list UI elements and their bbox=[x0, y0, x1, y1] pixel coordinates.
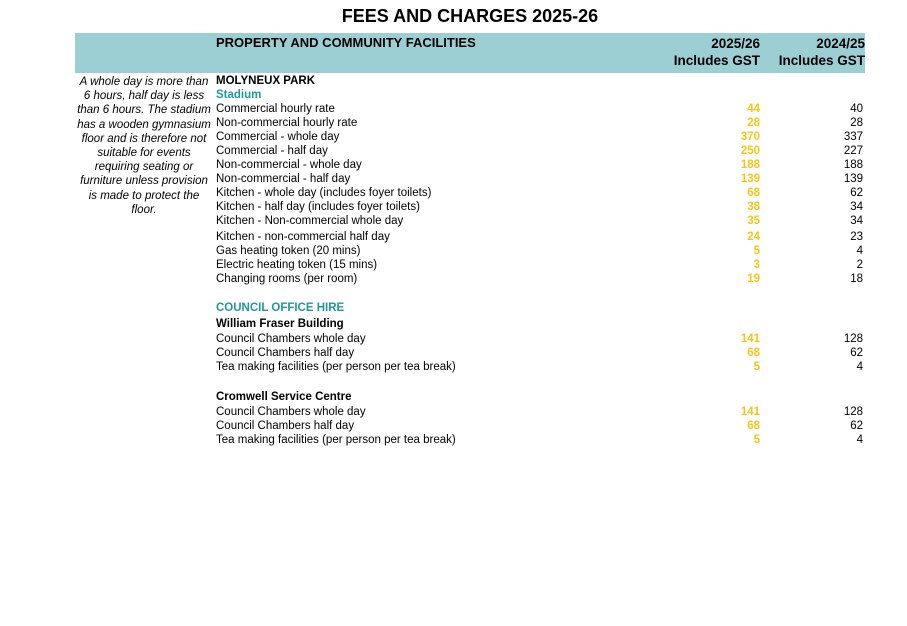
table-row: Non-commercial - whole day 188 188 bbox=[0, 159, 907, 173]
fee-2024-25: 2 bbox=[856, 259, 863, 271]
row-label: Gas heating token (20 mins) bbox=[216, 245, 361, 257]
fee-2025-26: 141 bbox=[740, 406, 760, 418]
row-heading: COUNCIL OFFICE HIRE bbox=[216, 302, 345, 314]
page-title: FEES AND CHARGES 2025-26 bbox=[341, 6, 599, 26]
row-label: Council Chambers whole day bbox=[216, 333, 366, 345]
fee-2025-26: 19 bbox=[747, 273, 760, 285]
column-header-2025-26: 2025/26 Includes GST bbox=[640, 35, 760, 69]
fee-2025-26: 44 bbox=[747, 103, 760, 115]
fee-2025-26: 141 bbox=[740, 333, 760, 345]
fee-2024-25: 4 bbox=[856, 245, 863, 257]
fee-2025-26: 5 bbox=[753, 434, 760, 446]
row-label: Council Chambers whole day bbox=[216, 406, 366, 418]
fee-2025-26: 5 bbox=[753, 245, 760, 257]
table-row: Council Chambers half day 68 62 bbox=[0, 420, 907, 434]
row-label: Commercial - whole day bbox=[216, 131, 340, 143]
fee-2025-26: 38 bbox=[747, 201, 760, 213]
table-row: Kitchen - non-commercial half day 24 23 bbox=[0, 231, 907, 245]
table-row: Council Chambers whole day 141 128 bbox=[0, 333, 907, 347]
fee-2025-26: 35 bbox=[747, 215, 760, 227]
fee-2025-26: 5 bbox=[753, 361, 760, 373]
fee-2024-25: 128 bbox=[843, 406, 863, 418]
fee-2024-25: 227 bbox=[843, 145, 863, 157]
fee-2024-25: 62 bbox=[850, 187, 863, 199]
fee-2024-25: 28 bbox=[850, 117, 863, 129]
fee-2025-26: 68 bbox=[747, 187, 760, 199]
fee-2024-25: 34 bbox=[850, 215, 863, 227]
table-row: Changing rooms (per room) 19 18 bbox=[0, 273, 907, 287]
table-row: Gas heating token (20 mins) 5 4 bbox=[0, 245, 907, 259]
column-gst-note: Includes GST bbox=[673, 53, 760, 68]
fee-2024-25: 4 bbox=[856, 361, 863, 373]
row-label: Kitchen - non-commercial half day bbox=[216, 231, 390, 243]
fee-2024-25: 188 bbox=[843, 159, 863, 171]
row-label: Kitchen - whole day (includes foyer toil… bbox=[216, 187, 432, 199]
table-row: Council Chambers whole day 141 128 bbox=[0, 406, 907, 420]
table-header-band bbox=[75, 33, 865, 73]
table-row: Commercial hourly rate 44 40 bbox=[0, 103, 907, 117]
column-year: 2025/26 bbox=[711, 36, 760, 51]
fee-2024-25: 128 bbox=[843, 333, 863, 345]
fee-2025-26: 370 bbox=[740, 131, 760, 143]
fee-2024-25: 34 bbox=[850, 201, 863, 213]
fee-2025-26: 68 bbox=[747, 347, 760, 359]
row-label: Kitchen - half day (includes foyer toile… bbox=[216, 201, 420, 213]
fee-2025-26: 3 bbox=[753, 259, 760, 271]
column-gst-note: Includes GST bbox=[778, 53, 865, 68]
table-row: William Fraser Building bbox=[0, 318, 907, 332]
table-row: Kitchen - half day (includes foyer toile… bbox=[0, 201, 907, 215]
row-label: Commercial hourly rate bbox=[216, 103, 335, 115]
row-label: Tea making facilities (per person per te… bbox=[216, 434, 456, 446]
table-row: Electric heating token (15 mins) 3 2 bbox=[0, 259, 907, 273]
table-row: Kitchen - whole day (includes foyer toil… bbox=[0, 187, 907, 201]
row-label: Changing rooms (per room) bbox=[216, 273, 358, 285]
table-row: COUNCIL OFFICE HIRE bbox=[0, 302, 907, 316]
table-row: Non-commercial hourly rate 28 28 bbox=[0, 117, 907, 131]
table-row: Commercial - half day 250 227 bbox=[0, 145, 907, 159]
table-row: Commercial - whole day 370 337 bbox=[0, 131, 907, 145]
table-row: Tea making facilities (per person per te… bbox=[0, 361, 907, 375]
table-row: Tea making facilities (per person per te… bbox=[0, 434, 907, 448]
row-heading: William Fraser Building bbox=[216, 318, 344, 330]
table-row: Non-commercial - half day 139 139 bbox=[0, 173, 907, 187]
fee-2024-25: 40 bbox=[850, 103, 863, 115]
fee-2024-25: 23 bbox=[850, 231, 863, 243]
fee-2025-26: 250 bbox=[740, 145, 760, 157]
row-label: Commercial - half day bbox=[216, 145, 328, 157]
row-heading: Stadium bbox=[216, 89, 262, 101]
table-row: Stadium bbox=[0, 89, 907, 103]
table-row: Kitchen - Non-commercial whole day 35 34 bbox=[0, 215, 907, 229]
fee-2025-26: 28 bbox=[747, 117, 760, 129]
table-row: Council Chambers half day 68 62 bbox=[0, 347, 907, 361]
fee-2025-26: 24 bbox=[747, 231, 760, 243]
row-label: Non-commercial - whole day bbox=[216, 159, 362, 171]
fee-2024-25: 4 bbox=[856, 434, 863, 446]
fee-2025-26: 188 bbox=[740, 159, 760, 171]
fee-2024-25: 337 bbox=[843, 131, 863, 143]
row-heading: MOLYNEUX PARK bbox=[216, 75, 316, 87]
fee-2024-25: 18 bbox=[850, 273, 863, 285]
row-label: Non-commercial - half day bbox=[216, 173, 351, 185]
fee-2025-26: 139 bbox=[740, 173, 760, 185]
fee-2024-25: 62 bbox=[850, 347, 863, 359]
table-row: MOLYNEUX PARK bbox=[0, 75, 907, 89]
fee-2024-25: 62 bbox=[850, 420, 863, 432]
fee-2024-25: 139 bbox=[843, 173, 863, 185]
column-header-2024-25: 2024/25 Includes GST bbox=[745, 35, 865, 69]
row-label: Council Chambers half day bbox=[216, 420, 355, 432]
row-label: Electric heating token (15 mins) bbox=[216, 259, 378, 271]
usage-note: A whole day is more than 6 hours, half d… bbox=[77, 76, 211, 216]
section-heading: PROPERTY AND COMMUNITY FACILITIES bbox=[216, 35, 476, 50]
table-row: Cromwell Service Centre bbox=[0, 391, 907, 405]
row-label: Tea making facilities (per person per te… bbox=[216, 361, 456, 373]
column-year: 2024/25 bbox=[816, 36, 865, 51]
row-label: Kitchen - Non-commercial whole day bbox=[216, 215, 404, 227]
row-label: Council Chambers half day bbox=[216, 347, 355, 359]
row-label: Non-commercial hourly rate bbox=[216, 117, 358, 129]
row-heading: Cromwell Service Centre bbox=[216, 391, 352, 403]
fee-2025-26: 68 bbox=[747, 420, 760, 432]
